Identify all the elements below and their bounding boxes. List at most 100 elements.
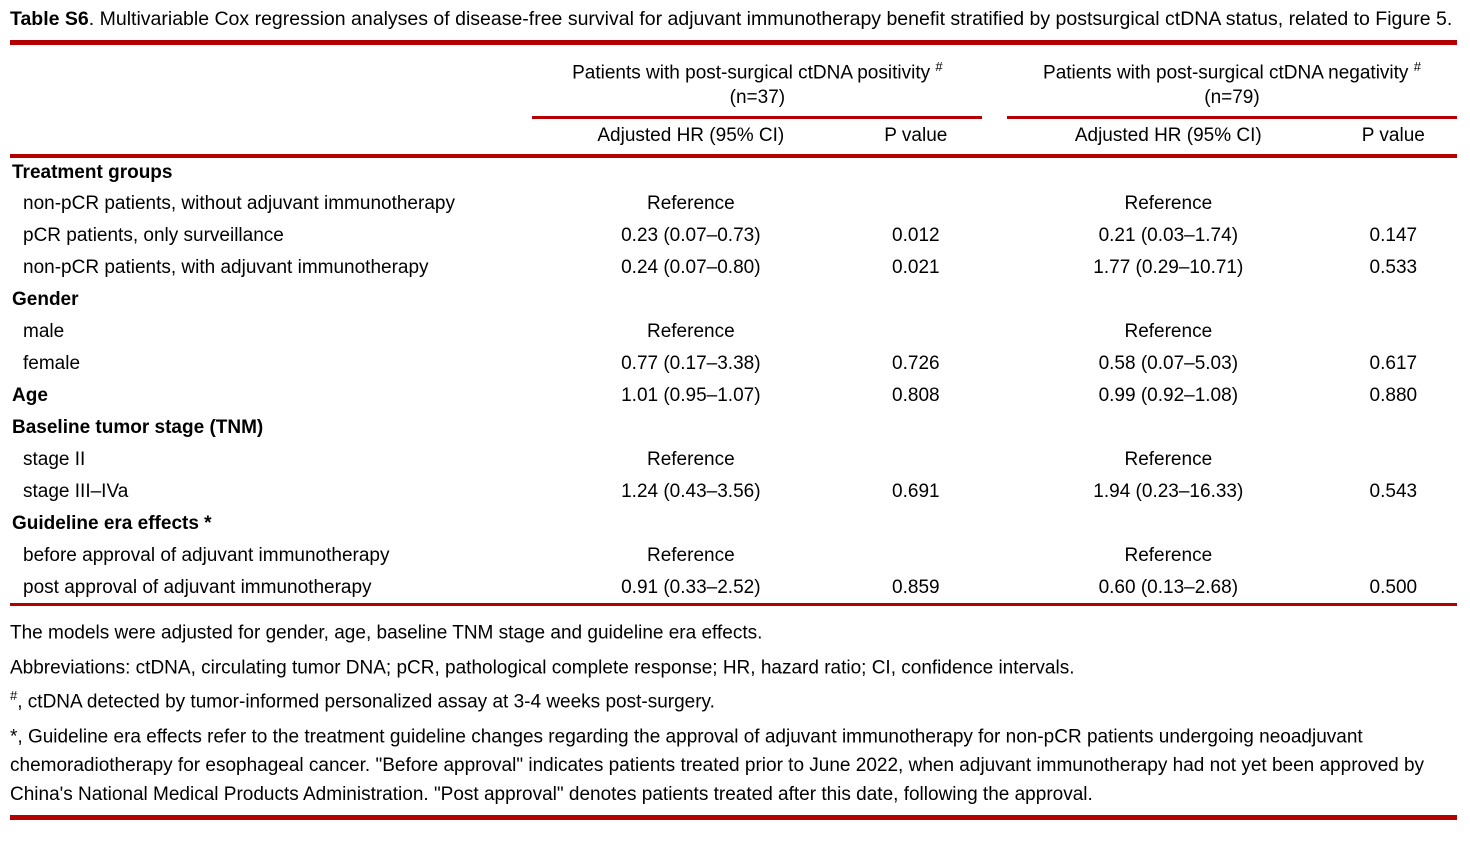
group1-hr-value: Reference [646, 321, 735, 343]
group2-n: (n=79) [1204, 87, 1260, 109]
group2-hr-value: 0.58 (0.07–5.03) [1098, 353, 1239, 375]
group2-p-value: 0.543 [1369, 481, 1418, 503]
label-column-header [10, 45, 532, 118]
group1-p-value: 0.012 [892, 225, 940, 247]
group2-title: Patients with post-surgical ctDNA negati… [1043, 62, 1409, 84]
table-row: pCR patients, only surveillance 0.23 (0.0… [10, 220, 1457, 252]
footnote-guideline-era: *, Guideline era effects refer to the tr… [10, 726, 1425, 805]
group2-hr-value [1007, 412, 1330, 444]
group2-hr-value: Reference [1124, 321, 1213, 343]
group2-p-value [1330, 508, 1457, 540]
column-gap [982, 220, 1007, 252]
column-gap [982, 412, 1007, 444]
row-label: Guideline era effects * [12, 513, 212, 535]
table-header: Patients with post-surgical ctDNA positi… [10, 45, 1457, 159]
group2-p-value [1330, 412, 1457, 444]
group2-p-value [1330, 444, 1457, 476]
group1-hr-header: Adjusted HR (95% CI) [532, 117, 850, 159]
bottom-rule [10, 815, 1457, 821]
group2-hr-value: 1.77 (0.29–10.71) [1093, 257, 1244, 279]
table-row: male Reference Reference [10, 316, 1457, 348]
column-gap [982, 508, 1007, 540]
group2-hr-value: 0.60 (0.13–2.68) [1098, 576, 1239, 598]
table-row: Gender [10, 284, 1457, 316]
group2-p-value [1330, 316, 1457, 348]
group1-n: (n=37) [729, 87, 786, 109]
group1-p-value [849, 412, 982, 444]
column-gap [982, 572, 1007, 604]
subheader-row: Adjusted HR (95% CI) P value Adjusted HR… [10, 117, 1457, 159]
footnote-abbreviations: Abbreviations: ctDNA, circulating tumor … [10, 656, 1075, 678]
group1-p-value [849, 508, 982, 540]
group2-p-value [1330, 188, 1457, 220]
group1-header: Patients with post-surgical ctDNA positi… [532, 45, 983, 120]
group2-p-value: 0.617 [1369, 353, 1418, 375]
group1-hr-value [532, 156, 849, 188]
table-row: Guideline era effects * [10, 508, 1457, 540]
column-gap [982, 156, 1007, 188]
subheader-blank [10, 117, 533, 159]
group2-p-value [1330, 540, 1457, 572]
column-gap [982, 188, 1007, 220]
group1-p-value: 0.021 [892, 257, 940, 279]
group1-hr-value: Reference [646, 545, 735, 567]
table-row: Baseline tumor stage (TNM) [10, 412, 1457, 444]
group1-hr-value: 1.01 (0.95–1.07) [621, 385, 761, 407]
group1-hr-value: 1.24 (0.43–3.56) [621, 481, 761, 503]
group1-title: Patients with post-surgical ctDNA positi… [572, 62, 931, 84]
row-label: non-pCR patients, with adjuvant immunoth… [23, 257, 429, 279]
row-label: stage III–IVa [23, 481, 129, 503]
group1-hr-value: 0.91 (0.33–2.52) [621, 576, 761, 598]
group1-hr-value: 0.23 (0.07–0.73) [621, 225, 761, 247]
group2-hr-value: Reference [1124, 193, 1213, 215]
group2-hr-value: 0.99 (0.92–1.08) [1098, 385, 1239, 407]
group1-hr-value [532, 508, 849, 540]
table-row: Age 1.01 (0.95–1.07) 0.808 0.99 (0.92–1.08)… [10, 380, 1457, 412]
row-label: Age [12, 385, 48, 407]
table-body: Treatment groups non-pCR patients, withou… [10, 156, 1457, 604]
group2-hr-value [1007, 156, 1330, 188]
table-row: female 0.77 (0.17–3.38) 0.726 0.58 (0.07–5.… [10, 348, 1457, 380]
group2-p-value: 0.500 [1369, 576, 1418, 598]
table-title: Table S6. Multivariable Cox regression a… [10, 6, 1457, 32]
group2-p-value [1330, 284, 1457, 316]
column-gap [982, 348, 1007, 380]
group1-p-value [849, 444, 982, 476]
row-label: Treatment groups [12, 162, 173, 184]
row-label: Baseline tumor stage (TNM) [12, 417, 264, 439]
group2-p-value: 0.533 [1369, 257, 1418, 279]
row-label: stage II [23, 449, 86, 471]
column-gap [982, 380, 1007, 412]
group2-p-value: 0.880 [1369, 385, 1418, 407]
table-title-label: Table S6 [10, 8, 89, 30]
column-gap [982, 284, 1007, 316]
row-label: post approval of adjuvant immunotherapy [23, 576, 372, 598]
row-label: pCR patients, only surveillance [23, 225, 284, 247]
footnotes: The models were adjusted for gender, age… [10, 613, 1457, 809]
group2-hr-value [1007, 284, 1330, 316]
column-gap [982, 252, 1007, 284]
group1-p-value: 0.808 [892, 385, 940, 407]
group1-p-value [849, 316, 982, 348]
group2-hr-value: 0.21 (0.03–1.74) [1098, 225, 1239, 247]
group1-p-value [849, 188, 982, 220]
group1-hr-value: 0.24 (0.07–0.80) [621, 257, 761, 279]
group2-hr-value: Reference [1124, 545, 1213, 567]
row-label: female [23, 353, 81, 375]
column-gap [982, 45, 1007, 118]
table-row: before approval of adjuvant immunotherap… [10, 540, 1457, 572]
column-gap [982, 476, 1007, 508]
group1-p-value [849, 156, 982, 188]
group1-hr-value: Reference [646, 193, 735, 215]
group2-p-value [1330, 156, 1457, 188]
cox-regression-table: Patients with post-surgical ctDNA positi… [10, 45, 1457, 606]
top-rule [10, 40, 1457, 45]
group2-hr-value: Reference [1124, 449, 1213, 471]
column-gap [982, 540, 1007, 572]
table-row: stage II Reference Reference [10, 444, 1457, 476]
table-row: post approval of adjuvant immunotherapy 0… [10, 572, 1457, 604]
row-label: male [23, 321, 65, 343]
row-label: before approval of adjuvant immunotherap… [23, 545, 390, 567]
footnote-hash-marker: # [10, 688, 18, 704]
group1-p-value [849, 284, 982, 316]
